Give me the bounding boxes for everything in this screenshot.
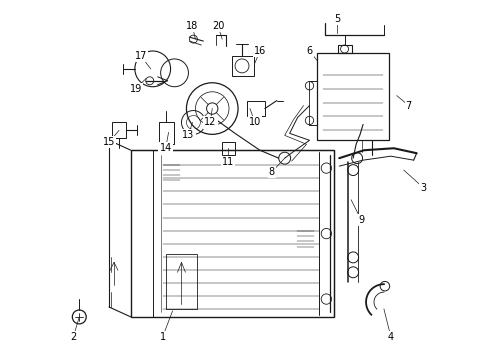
Text: 19: 19 (129, 84, 142, 94)
Bar (317, 53, 388, 140)
Text: 20: 20 (212, 21, 224, 31)
Bar (232, 56, 253, 76)
Text: 6: 6 (306, 46, 312, 56)
Bar (246, 100, 264, 117)
Text: 1: 1 (159, 332, 165, 342)
Text: 4: 4 (387, 332, 393, 342)
Text: 3: 3 (420, 183, 426, 193)
Bar (337, 45, 351, 53)
Bar (165, 255, 197, 309)
Text: 12: 12 (203, 117, 216, 127)
Bar (158, 122, 173, 144)
Text: 18: 18 (186, 21, 198, 31)
Text: 15: 15 (102, 137, 115, 147)
Text: 7: 7 (405, 100, 411, 111)
Text: 17: 17 (134, 51, 147, 61)
Text: 10: 10 (248, 117, 261, 127)
Bar (222, 142, 235, 155)
Text: 11: 11 (222, 157, 234, 167)
Text: 9: 9 (357, 215, 364, 225)
Text: 13: 13 (182, 130, 194, 140)
Text: 5: 5 (333, 14, 340, 24)
Bar (112, 122, 126, 138)
Bar (131, 150, 334, 317)
Text: 2: 2 (70, 332, 76, 342)
Text: 8: 8 (268, 167, 274, 177)
Text: 14: 14 (159, 143, 171, 153)
Text: 16: 16 (253, 46, 265, 56)
